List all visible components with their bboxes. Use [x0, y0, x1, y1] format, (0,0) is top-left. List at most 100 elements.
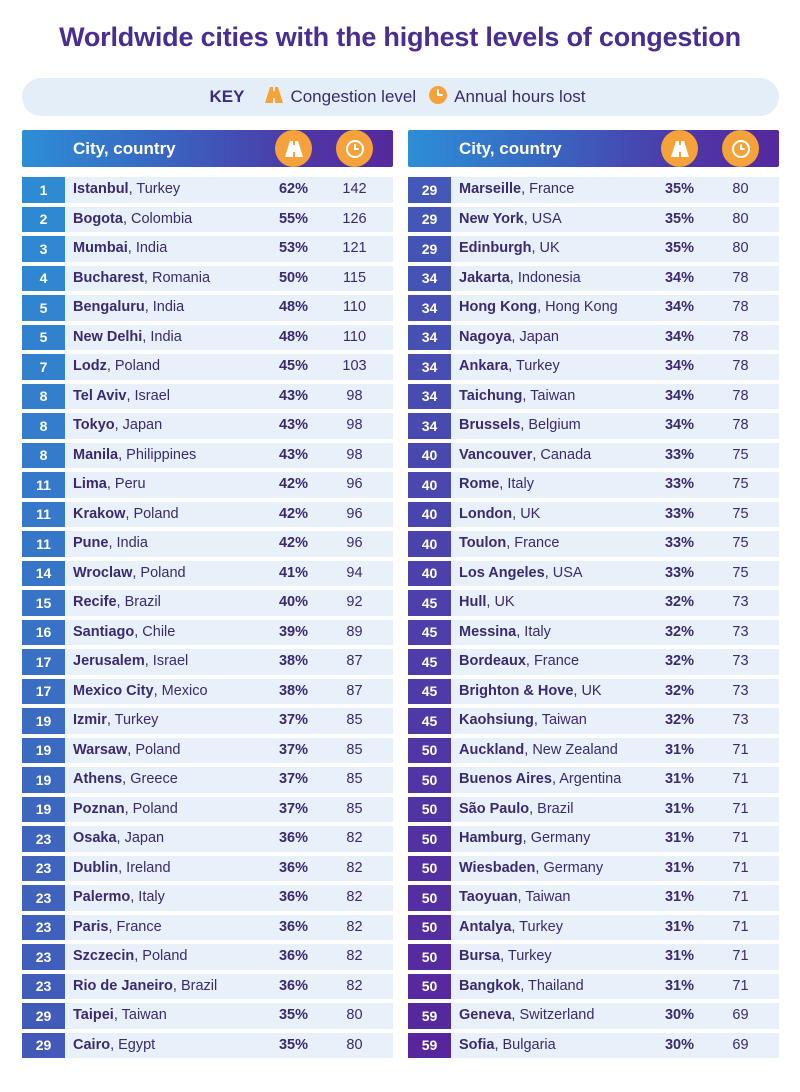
country-name: , Japan: [114, 417, 163, 433]
key-hours: Annual hours lost: [428, 85, 586, 110]
city-name: Lodz: [73, 358, 107, 374]
rank-badge: 16: [22, 619, 65, 645]
table-row: 8 Tokyo, Japan 43% 98: [22, 413, 393, 439]
congestion-level: 38%: [278, 653, 309, 669]
city-name: Rio de Janeiro: [73, 977, 173, 994]
city-country: Jerusalem, Israel: [73, 649, 188, 675]
congestion-level: 35%: [278, 1036, 309, 1053]
rank-badge: 34: [408, 295, 451, 321]
congestion-level: 36%: [278, 977, 309, 994]
rank-badge: 50: [408, 944, 451, 970]
table-row: 29 New York, USA 35% 80: [408, 206, 779, 233]
table-row: 40 Los Angeles, USA 33% 75: [408, 560, 779, 586]
annual-hours-lost: 69: [732, 1036, 749, 1053]
congestion-level: 39%: [278, 623, 309, 640]
city-country: Santiago, Chile: [73, 620, 175, 646]
table-row: 50 Antalya, Turkey 31% 71: [408, 914, 779, 940]
country-name: , Poland: [132, 564, 186, 581]
rank-badge: 29: [22, 1032, 65, 1058]
city-country: Nagoya, Japan: [459, 325, 559, 351]
congestion-level: 33%: [664, 476, 695, 492]
country-name: , Germany: [522, 830, 591, 846]
page-title: Worldwide cities with the highest levels…: [59, 22, 741, 52]
city-country: Rio de Janeiro, Brazil: [73, 974, 217, 1000]
city-country: Edinburgh, UK: [459, 236, 560, 262]
table-row: 5 Bengaluru, India 48% 110: [22, 295, 393, 321]
country-name: , Italy: [130, 889, 165, 905]
city-name: Kaohsiung: [459, 712, 534, 728]
rank-badge: 1: [22, 177, 65, 203]
city-name: Izmir: [73, 712, 107, 728]
table-row: 16 Santiago, Chile 39% 89: [22, 619, 393, 646]
congestion-level: 34%: [664, 328, 695, 345]
country-name: , India: [142, 328, 182, 345]
congestion-level: 48%: [278, 299, 309, 315]
table-row: 40 London, UK 33% 75: [408, 501, 779, 527]
annual-hours-lost: 75: [732, 564, 749, 581]
city-country: New York, USA: [459, 207, 562, 233]
country-name: , Romania: [143, 269, 211, 286]
city-name: Wroclaw: [73, 564, 133, 581]
congestion-level: 31%: [664, 859, 695, 876]
city-country: Ankara, Turkey: [459, 354, 560, 380]
country-name: , France: [108, 918, 162, 935]
city-country: Mumbai, India: [73, 236, 167, 262]
annual-hours-lost: 82: [346, 918, 363, 935]
annual-hours-lost: 75: [732, 505, 749, 522]
table-row: 45 Hull, UK 32% 73: [408, 590, 779, 616]
country-name: , Egypt: [110, 1036, 156, 1053]
city-name: Buenos Aires: [459, 771, 552, 787]
city-country: Bordeaux, France: [459, 649, 579, 675]
road-icon: [275, 130, 312, 167]
table-row: 34 Brussels, Belgium 34% 78: [408, 413, 779, 439]
country-name: , Indonesia: [509, 269, 581, 286]
city-country: Osaka, Japan: [73, 826, 164, 852]
city-name: Bengaluru: [73, 299, 145, 315]
rank-badge: 40: [408, 560, 451, 586]
annual-hours-lost: 80: [732, 240, 749, 256]
city-name: Pune: [73, 535, 109, 551]
annual-hours-lost: 96: [346, 476, 363, 492]
city-country: Szczecin, Poland: [73, 944, 187, 970]
rank-badge: 8: [22, 442, 65, 468]
table-row: 14 Wroclaw, Poland 41% 94: [22, 560, 393, 586]
annual-hours-lost: 87: [346, 682, 363, 699]
annual-hours-lost: 73: [732, 594, 749, 610]
city-country: Krakow, Poland: [73, 502, 179, 528]
rank-badge: 29: [22, 1003, 65, 1029]
city-country: Bucharest, Romania: [73, 266, 210, 292]
congestion-level: 31%: [664, 800, 695, 817]
country-name: , Colombia: [122, 210, 193, 227]
country-name: , Switzerland: [511, 1007, 595, 1023]
table-row: 50 Bursa, Turkey 31% 71: [408, 944, 779, 970]
country-name: , Turkey: [511, 918, 563, 935]
country-name: , Mexico: [153, 682, 208, 699]
country-name: , France: [506, 535, 560, 551]
rank-badge: 23: [22, 944, 65, 970]
country-name: , Canada: [532, 446, 592, 463]
congestion-level: 43%: [278, 387, 309, 404]
country-name: , Taiwan: [113, 1007, 167, 1023]
annual-hours-lost: 73: [732, 682, 749, 699]
city-country: Tel Aviv, Israel: [73, 384, 170, 410]
annual-hours-lost: 78: [732, 299, 749, 315]
city-name: Jerusalem: [73, 653, 145, 669]
city-country: Geneva, Switzerland: [459, 1003, 594, 1029]
congestion-level: 32%: [664, 653, 695, 669]
congestion-level: 30%: [664, 1036, 695, 1053]
rank-badge: 11: [22, 531, 65, 557]
congestion-level: 38%: [278, 682, 309, 699]
city-name: Taipei: [73, 1007, 114, 1023]
annual-hours-lost: 92: [346, 594, 363, 610]
annual-hours-lost: 98: [346, 417, 363, 433]
congestion-level: 34%: [664, 358, 695, 374]
clock-icon: [336, 130, 373, 167]
city-name: Hong Kong: [459, 299, 538, 315]
country-name: , Italy: [516, 623, 551, 640]
congestion-level: 53%: [278, 240, 309, 256]
city-name: Hull: [459, 594, 487, 610]
congestion-level: 36%: [278, 948, 309, 964]
table-row: 40 Rome, Italy 33% 75: [408, 472, 779, 498]
table-row: 11 Pune, India 42% 96: [22, 531, 393, 557]
country-name: , USA: [523, 210, 562, 227]
